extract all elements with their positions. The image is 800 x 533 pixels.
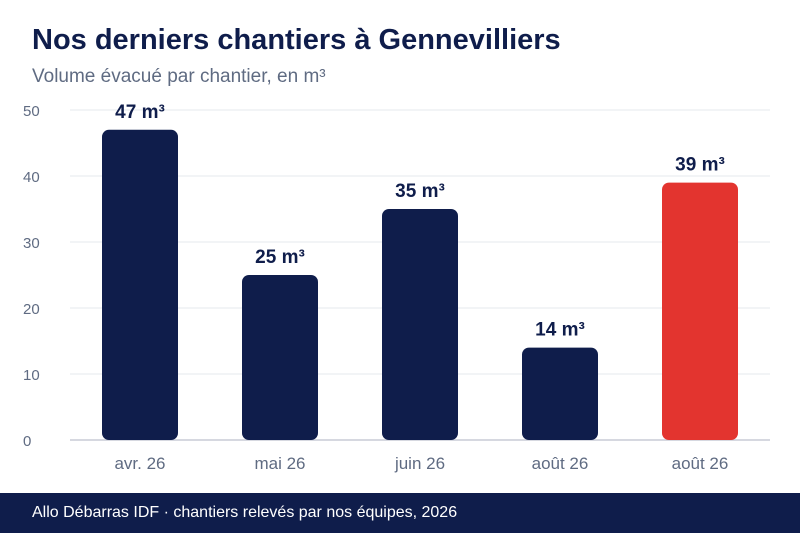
bar xyxy=(382,209,458,440)
y-tick-label: 0 xyxy=(23,433,31,450)
x-tick-label: mai 26 xyxy=(254,454,305,473)
bar-value-label: 14 m³ xyxy=(535,320,585,341)
y-tick-label: 20 xyxy=(23,301,40,318)
bar xyxy=(102,129,178,441)
y-tick-label: 30 xyxy=(23,235,40,252)
chart-title: Nos derniers chantiers à Gennevilliers xyxy=(32,24,561,56)
bar xyxy=(662,182,738,440)
bar xyxy=(522,347,598,440)
chart-subtitle: Volume évacué par chantier, en m³ xyxy=(32,66,326,87)
y-tick-label: 10 xyxy=(23,367,40,384)
source-note: Allo Débarras IDF · chantiers relevés pa… xyxy=(32,504,458,521)
bar-value-label: 39 m³ xyxy=(675,155,725,176)
y-tick-label: 40 xyxy=(23,169,40,186)
x-tick-label: août 26 xyxy=(532,454,589,473)
bar-chart: 0 10 20 30 40 50 47 m³ avr. 26 25 m³ mai 26 35 m³ j… xyxy=(23,102,770,473)
x-tick-label: août 26 xyxy=(672,454,729,473)
bar-value-label: 35 m³ xyxy=(395,181,445,202)
footer-bar: Allo Débarras IDF · chantiers relevés pa… xyxy=(0,493,800,533)
y-tick-label: 50 xyxy=(23,103,40,120)
x-tick-label: avr. 26 xyxy=(114,454,165,473)
bar xyxy=(242,275,318,440)
bar-value-label: 47 m³ xyxy=(115,102,165,123)
x-tick-label: juin 26 xyxy=(394,454,445,473)
bar-value-label: 25 m³ xyxy=(255,247,305,268)
